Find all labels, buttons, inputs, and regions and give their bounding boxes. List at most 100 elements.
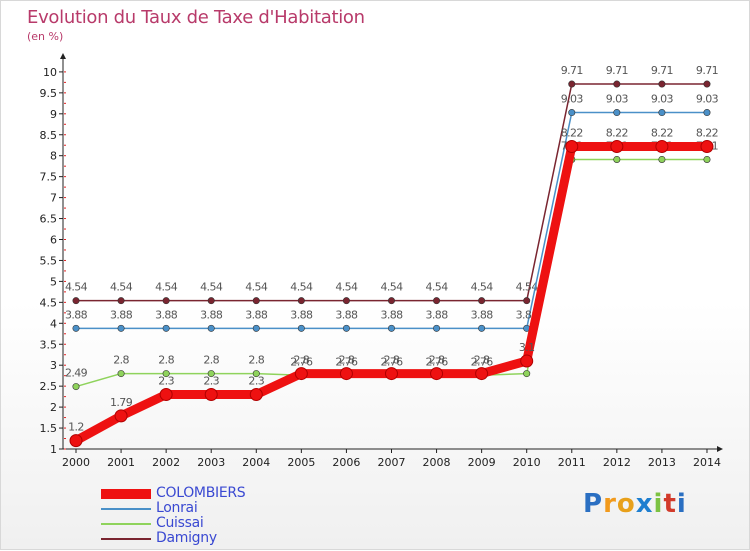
data-label-damigny: 4.54 bbox=[426, 281, 449, 294]
data-label-cuissai: 2.8 bbox=[203, 354, 219, 367]
data-point-cuissai bbox=[72, 383, 80, 391]
legend-label: Cuissai bbox=[156, 515, 204, 531]
x-tick-label: 2013 bbox=[648, 456, 676, 469]
y-tick-label: 8.5 bbox=[40, 129, 58, 142]
data-point-colombiers bbox=[204, 388, 218, 402]
data-label-cuissai: 2.49 bbox=[65, 367, 88, 380]
data-point-lonrai bbox=[117, 324, 125, 332]
data-point-lonrai bbox=[568, 109, 576, 117]
data-label-colombiers: 1.79 bbox=[110, 396, 133, 409]
y-tick-label: 3 bbox=[50, 359, 57, 372]
data-label-colombiers: 8.22 bbox=[651, 126, 673, 139]
data-point-damigny bbox=[252, 297, 260, 305]
legend-swatch bbox=[101, 508, 151, 510]
data-point-colombiers bbox=[655, 139, 669, 153]
legend-label: Damigny bbox=[156, 530, 217, 546]
data-label-colombiers: 2.8 bbox=[429, 354, 445, 367]
data-label-colombiers: 2.8 bbox=[384, 354, 400, 367]
y-tick-label: 10 bbox=[43, 66, 57, 79]
legend-swatch bbox=[101, 523, 151, 525]
data-label-cuissai: 2.76 bbox=[426, 355, 449, 368]
y-tick-label: 8 bbox=[50, 150, 57, 163]
legend-swatch bbox=[101, 489, 151, 499]
data-label-cuissai: 2.8 bbox=[113, 354, 129, 367]
x-tick-label: 2003 bbox=[197, 456, 225, 469]
data-point-lonrai bbox=[342, 324, 350, 332]
y-axis-unit-label: (en %) bbox=[27, 30, 64, 43]
data-point-cuissai bbox=[613, 155, 621, 163]
logo-letter: i bbox=[676, 489, 687, 519]
data-point-damigny bbox=[568, 80, 576, 88]
y-tick-label: 4 bbox=[50, 317, 57, 330]
y-tick-label: 6.5 bbox=[40, 213, 58, 226]
data-label-colombiers: 8.22 bbox=[696, 126, 718, 139]
data-label-damigny: 9.71 bbox=[651, 64, 673, 77]
data-point-colombiers bbox=[159, 388, 173, 402]
y-tick-label: 1 bbox=[50, 443, 57, 456]
data-point-lonrai bbox=[478, 324, 486, 332]
data-label-damigny: 4.54 bbox=[245, 281, 268, 294]
data-point-colombiers bbox=[610, 139, 624, 153]
data-label-lonrai: 3.88 bbox=[155, 308, 178, 321]
data-label-cuissai: 2.8 bbox=[248, 354, 264, 367]
y-tick-label: 5.5 bbox=[40, 254, 58, 267]
x-tick-label: 2008 bbox=[423, 456, 451, 469]
data-label-colombiers: 2.3 bbox=[203, 375, 219, 388]
data-label-damigny: 4.54 bbox=[155, 281, 178, 294]
data-label-colombiers: 1.2 bbox=[68, 421, 84, 434]
data-label-cuissai: 2.76 bbox=[471, 355, 494, 368]
data-point-damigny bbox=[613, 80, 621, 88]
logo-letter: r bbox=[603, 489, 617, 519]
data-point-lonrai bbox=[703, 109, 711, 117]
data-label-damigny: 4.54 bbox=[110, 281, 133, 294]
data-point-colombiers bbox=[565, 139, 579, 153]
data-label-colombiers: 2.3 bbox=[158, 375, 174, 388]
data-label-damigny: 4.54 bbox=[335, 281, 358, 294]
data-label-lonrai: 9.03 bbox=[606, 93, 629, 106]
data-label-lonrai: 3.88 bbox=[335, 308, 358, 321]
data-point-cuissai bbox=[117, 370, 125, 378]
data-point-damigny bbox=[387, 297, 395, 305]
data-label-colombiers: 2.3 bbox=[248, 375, 264, 388]
data-point-damigny bbox=[117, 297, 125, 305]
x-tick-label: 2001 bbox=[107, 456, 135, 469]
x-tick-label: 2004 bbox=[242, 456, 270, 469]
data-point-damigny bbox=[478, 297, 486, 305]
data-label-damigny: 4.54 bbox=[516, 281, 539, 294]
data-point-damigny bbox=[162, 297, 170, 305]
data-label-damigny: 9.71 bbox=[561, 64, 583, 77]
data-label-cuissai: 2.76 bbox=[290, 355, 313, 368]
data-point-lonrai bbox=[72, 324, 80, 332]
legend-label: Lonrai bbox=[156, 500, 198, 516]
data-label-lonrai: 3.88 bbox=[380, 308, 403, 321]
data-label-lonrai: 9.03 bbox=[696, 93, 719, 106]
x-tick-label: 2006 bbox=[332, 456, 360, 469]
data-label-lonrai: 3.88 bbox=[471, 308, 494, 321]
data-label-lonrai: 3.88 bbox=[110, 308, 133, 321]
data-point-colombiers bbox=[69, 434, 83, 448]
data-label-damigny: 4.54 bbox=[380, 281, 403, 294]
data-label-damigny: 4.54 bbox=[290, 281, 313, 294]
data-point-colombiers bbox=[520, 354, 534, 368]
data-point-cuissai bbox=[523, 370, 531, 378]
data-point-damigny bbox=[297, 297, 305, 305]
data-point-lonrai bbox=[658, 109, 666, 117]
data-point-lonrai bbox=[207, 324, 215, 332]
data-point-damigny bbox=[703, 80, 711, 88]
y-tick-label: 4.5 bbox=[40, 296, 58, 309]
y-tick-label: 9.5 bbox=[40, 87, 58, 100]
x-tick-label: 2014 bbox=[693, 456, 721, 469]
data-label-lonrai: 9.03 bbox=[651, 93, 674, 106]
x-tick-label: 2007 bbox=[377, 456, 405, 469]
data-point-damigny bbox=[72, 297, 80, 305]
data-point-colombiers bbox=[384, 367, 398, 381]
data-label-cuissai: 2.76 bbox=[335, 355, 358, 368]
chart-title: Evolution du Taux de Taxe d'Habitation bbox=[27, 7, 365, 28]
data-label-cuissai: 2.76 bbox=[380, 355, 403, 368]
x-tick-label: 2012 bbox=[603, 456, 631, 469]
logo-letter: x bbox=[635, 489, 654, 519]
data-point-damigny bbox=[433, 297, 441, 305]
logo-letter: P bbox=[583, 489, 604, 519]
data-point-colombiers bbox=[430, 367, 444, 381]
